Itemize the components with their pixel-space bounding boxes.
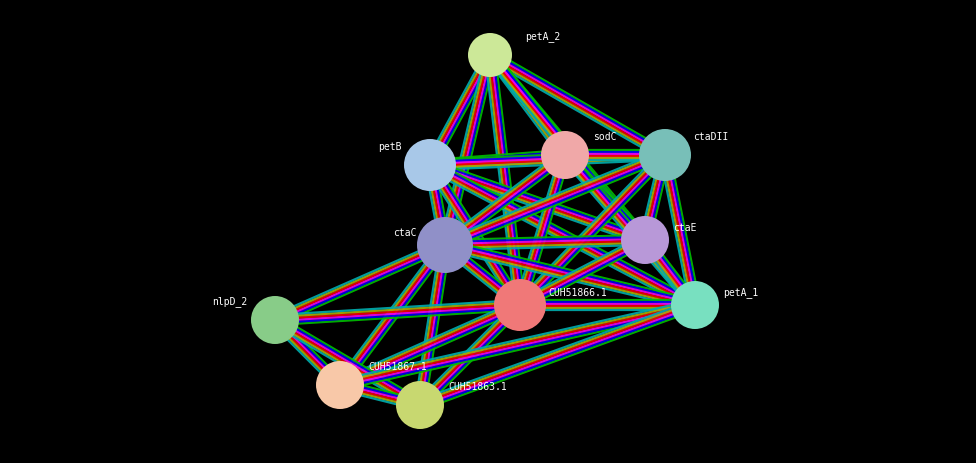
Circle shape xyxy=(417,217,473,273)
Text: nlpD_2: nlpD_2 xyxy=(212,296,247,307)
Circle shape xyxy=(468,33,512,77)
Circle shape xyxy=(396,381,444,429)
Circle shape xyxy=(621,216,669,264)
Circle shape xyxy=(541,131,589,179)
Text: petA_1: petA_1 xyxy=(723,288,758,299)
Circle shape xyxy=(251,296,299,344)
Text: petA_2: petA_2 xyxy=(525,31,560,43)
Text: ctaE: ctaE xyxy=(673,223,697,233)
Text: ctaDII: ctaDII xyxy=(693,132,728,142)
Text: CUH51863.1: CUH51863.1 xyxy=(448,382,507,392)
Circle shape xyxy=(671,281,719,329)
Text: CUH51866.1: CUH51866.1 xyxy=(548,288,607,298)
Circle shape xyxy=(404,139,456,191)
Circle shape xyxy=(494,279,546,331)
Circle shape xyxy=(316,361,364,409)
Text: petB: petB xyxy=(379,142,402,152)
Text: sodC: sodC xyxy=(593,132,617,142)
Text: ctaC: ctaC xyxy=(393,228,417,238)
Circle shape xyxy=(639,129,691,181)
Text: CUH51867.1: CUH51867.1 xyxy=(368,362,427,372)
